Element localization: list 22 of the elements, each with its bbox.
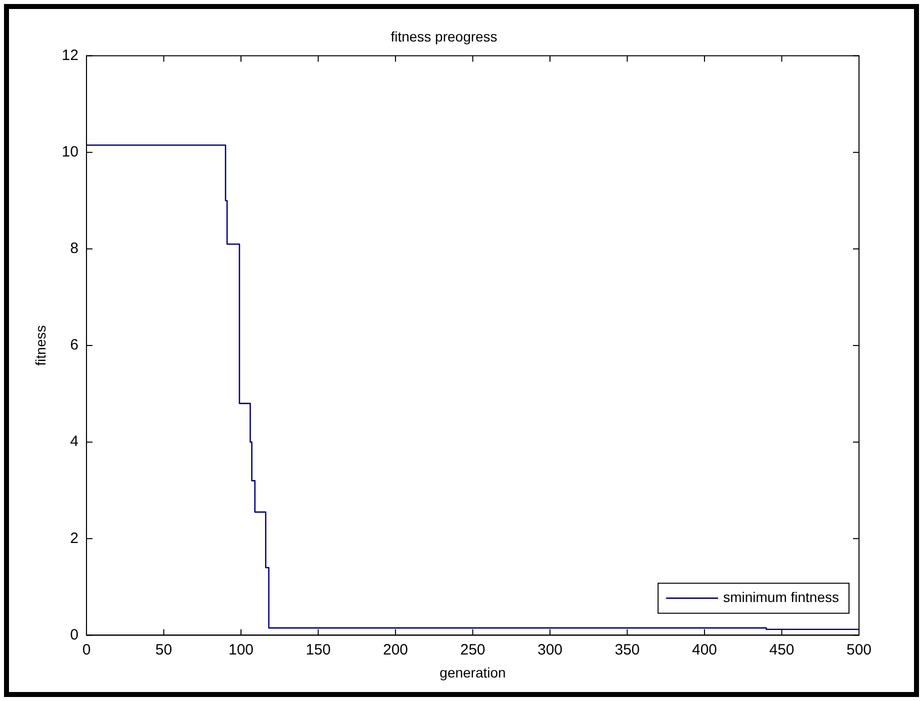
x-tick-label: 50 — [155, 641, 172, 658]
y-tick-label: 4 — [70, 433, 78, 450]
x-tick-label: 200 — [382, 641, 408, 658]
y-tick-label: 2 — [70, 530, 78, 547]
y-tick-label: 6 — [70, 336, 78, 354]
y-tick-label: 10 — [62, 144, 78, 161]
y-tick-label: 12 — [62, 46, 78, 64]
x-tick-label: 250 — [460, 641, 486, 658]
y-axis-title: fitness — [32, 325, 48, 366]
x-tick-label: 300 — [537, 641, 563, 658]
x-tick-label: 450 — [769, 641, 794, 658]
x-axis-title: generation — [440, 664, 506, 680]
chart-title: fitness preogress — [390, 28, 498, 44]
x-tick-label: 500 — [846, 641, 872, 658]
x-tick-label: 400 — [692, 641, 718, 658]
y-tick-label: 0 — [70, 626, 78, 644]
x-tick-label: 150 — [306, 641, 331, 658]
x-tick-label: 350 — [614, 641, 640, 658]
y-tick-label: 8 — [70, 240, 78, 258]
legend-label: sminimum fintness — [723, 589, 840, 606]
x-tick-label: 0 — [82, 641, 91, 658]
x-tick-label: 100 — [228, 641, 254, 658]
